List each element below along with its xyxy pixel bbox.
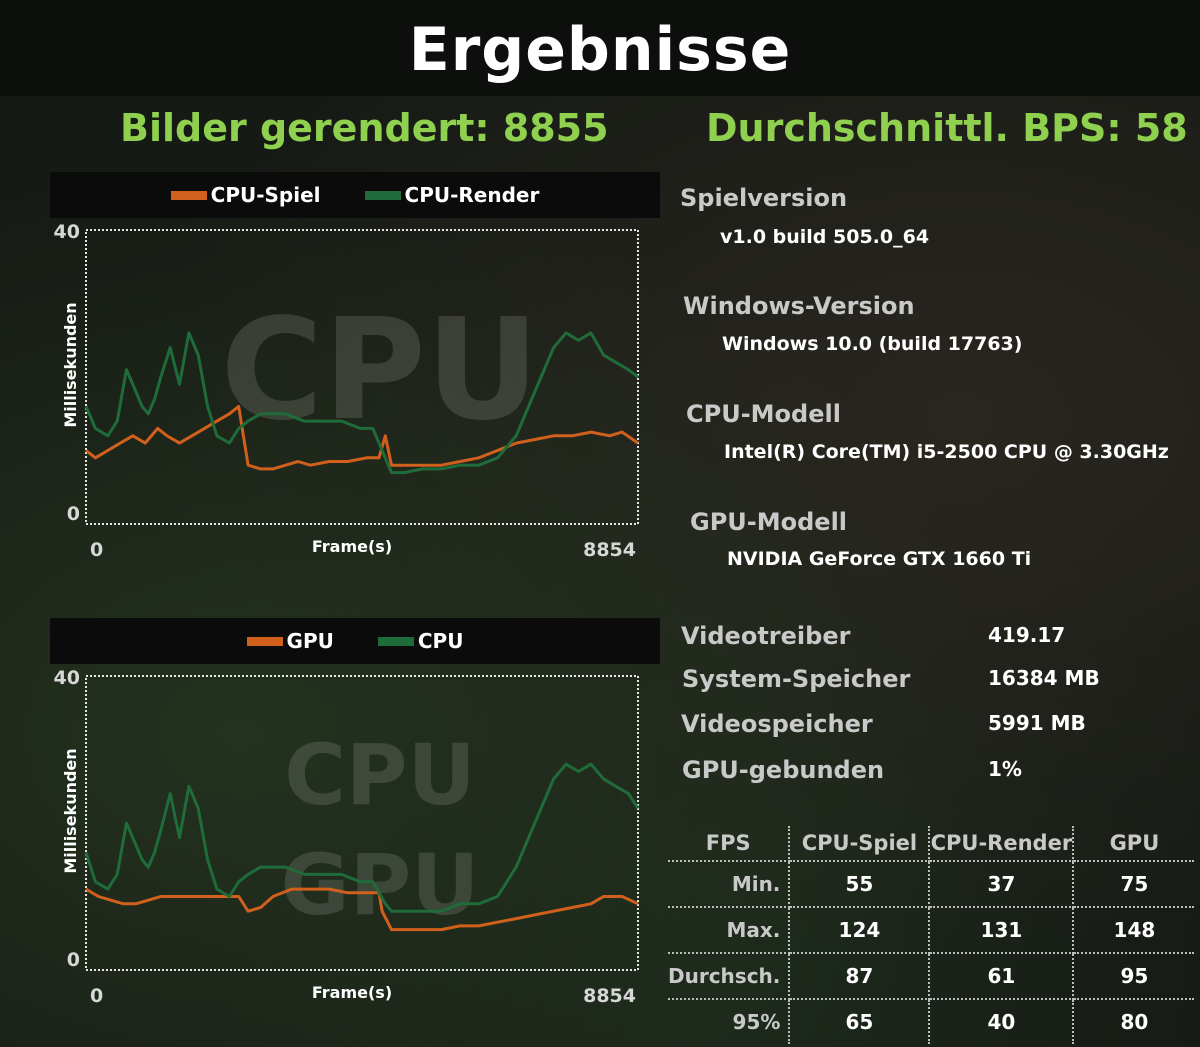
x-tick-label: 8854: [583, 985, 636, 1007]
legend-label: CPU-Spiel: [210, 183, 321, 207]
legend-item: CPU-Spiel: [170, 183, 321, 207]
cpu-model-label: CPU-Modell: [686, 400, 841, 428]
table-row: 95% 65 40 80: [668, 999, 1194, 1044]
table-header: CPU-Spiel: [789, 826, 931, 862]
x-axis-label: Frame(s): [312, 983, 392, 1002]
table-header: FPS: [668, 826, 791, 862]
legend-label: CPU-Render: [404, 183, 540, 207]
watermark-line: CPU: [220, 289, 539, 452]
gpu-chart: CPU GPU 40 00 8854 Frame(s) Millisekunden: [54, 667, 640, 1007]
legend-swatch: [377, 636, 414, 646]
table-cell: 55: [789, 861, 931, 908]
video-driver-value: 419.17: [988, 623, 1066, 647]
plot-frame: [85, 229, 639, 525]
chart-legend: CPU-Spiel CPU-Render: [50, 172, 660, 218]
y-tick-label: 40: [54, 667, 80, 689]
gpu-chart-panel: GPU CPU CPU GPU 40 0 0 8854 Frame(s) Millisekun…: [50, 618, 660, 1028]
y-tick-label: 0: [67, 949, 80, 971]
game-version-value: v1.0 build 505.0_64: [720, 226, 930, 248]
game-version-label: Spielversion: [680, 184, 848, 212]
chart-legend: GPU CPU: [50, 618, 660, 664]
y-tick-label: 40: [54, 221, 80, 243]
watermark-line: CPU: [284, 726, 475, 824]
watermark-line: GPU: [281, 836, 480, 934]
table-cell: 37: [929, 861, 1075, 908]
plot-frame: [85, 675, 639, 971]
table-cell: 95: [1073, 953, 1195, 1000]
table-cell: 80: [1120, 1010, 1149, 1034]
gpu-bound-value: 1%: [988, 757, 1022, 781]
gpu-bound-label: GPU-gebunden: [682, 756, 885, 784]
legend-label: GPU: [286, 629, 334, 653]
table-cell: 131: [929, 907, 1075, 954]
windows-version-value: Windows 10.0 (build 17763): [722, 333, 1023, 355]
row-label: Max.: [668, 907, 791, 954]
gpu-model-value: NVIDIA GeForce GTX 1660 Ti: [727, 548, 1032, 570]
y-tick-label: 0: [67, 503, 80, 525]
table-cell: 87: [789, 953, 931, 1000]
series-line-green: [84, 331, 639, 475]
legend-item: GPU: [246, 629, 334, 653]
y-axis-label: Millisekunden: [61, 748, 80, 873]
frames-rendered-headline: Bilder gerendert: 8855: [120, 106, 609, 150]
table-header-row: FPS CPU-Spiel CPU-Render GPU: [668, 826, 1195, 862]
legend-item: CPU: [377, 629, 464, 653]
chart-watermark: CPU: [220, 289, 539, 452]
legend-label: CPU: [417, 629, 464, 653]
gpu-model-label: GPU-Modell: [690, 508, 848, 536]
table-row: Durchsch. 87 61 95: [668, 953, 1195, 1000]
fps-table: FPS CPU-Spiel CPU-Render GPU Min. 55 37 …: [668, 826, 1195, 1044]
system-memory-value: 16384 MB: [988, 666, 1100, 690]
legend-swatch: [364, 190, 401, 200]
table-cell: 148: [1073, 907, 1195, 954]
row-label: Durchsch.: [668, 953, 791, 1000]
table-cell: 40: [929, 999, 1075, 1044]
legend-item: CPU-Render: [364, 183, 540, 207]
series-line-orange: [85, 887, 639, 932]
page-title: Ergebnisse: [408, 15, 792, 85]
x-tick-label: 8854: [583, 539, 636, 561]
table-header: CPU-Render: [929, 826, 1075, 862]
avg-fps-headline: Durchschnittl. BPS: 58: [706, 106, 1188, 150]
system-memory-label: System-Speicher: [682, 665, 911, 693]
series-line-green: [84, 762, 640, 913]
table-cell: 124: [789, 907, 931, 954]
series-line-orange: [85, 404, 639, 471]
cpu-chart: CPU 40 00 8854 Frame(s) Millisekunden: [54, 221, 639, 561]
row-label: Min.: [668, 861, 791, 908]
row-label: 95%: [668, 999, 791, 1044]
title-bar: Ergebnisse: [0, 0, 1200, 96]
video-driver-label: Videotreiber: [681, 622, 851, 650]
video-memory-label: Videospeicher: [681, 710, 873, 738]
table-cell: 75: [1073, 861, 1195, 908]
table-row: Min. 55 37 75: [668, 861, 1195, 908]
windows-version-label: Windows-Version: [683, 292, 915, 320]
legend-swatch: [246, 636, 283, 646]
cpu-chart-panel: CPU-Spiel CPU-Render CPU 40 0 0 8854 Frame(s)…: [50, 172, 660, 582]
table-cell: 65: [789, 999, 931, 1044]
table-row: Max. 124 131 148: [668, 907, 1195, 954]
x-axis-label: Frame(s): [312, 537, 392, 556]
table-header: GPU: [1073, 826, 1195, 862]
legend-swatch: [170, 190, 207, 200]
x-tick-label: 0: [90, 985, 103, 1007]
chart-watermark: CPU GPU: [281, 726, 480, 934]
video-memory-value: 5991 MB: [988, 711, 1086, 735]
x-tick-label: 0: [90, 539, 103, 561]
y-axis-label: Millisekunden: [61, 302, 80, 427]
table-cell: 61: [929, 953, 1075, 1000]
cpu-model-value: Intel(R) Core(TM) i5-2500 CPU @ 3.30GHz: [724, 441, 1169, 463]
